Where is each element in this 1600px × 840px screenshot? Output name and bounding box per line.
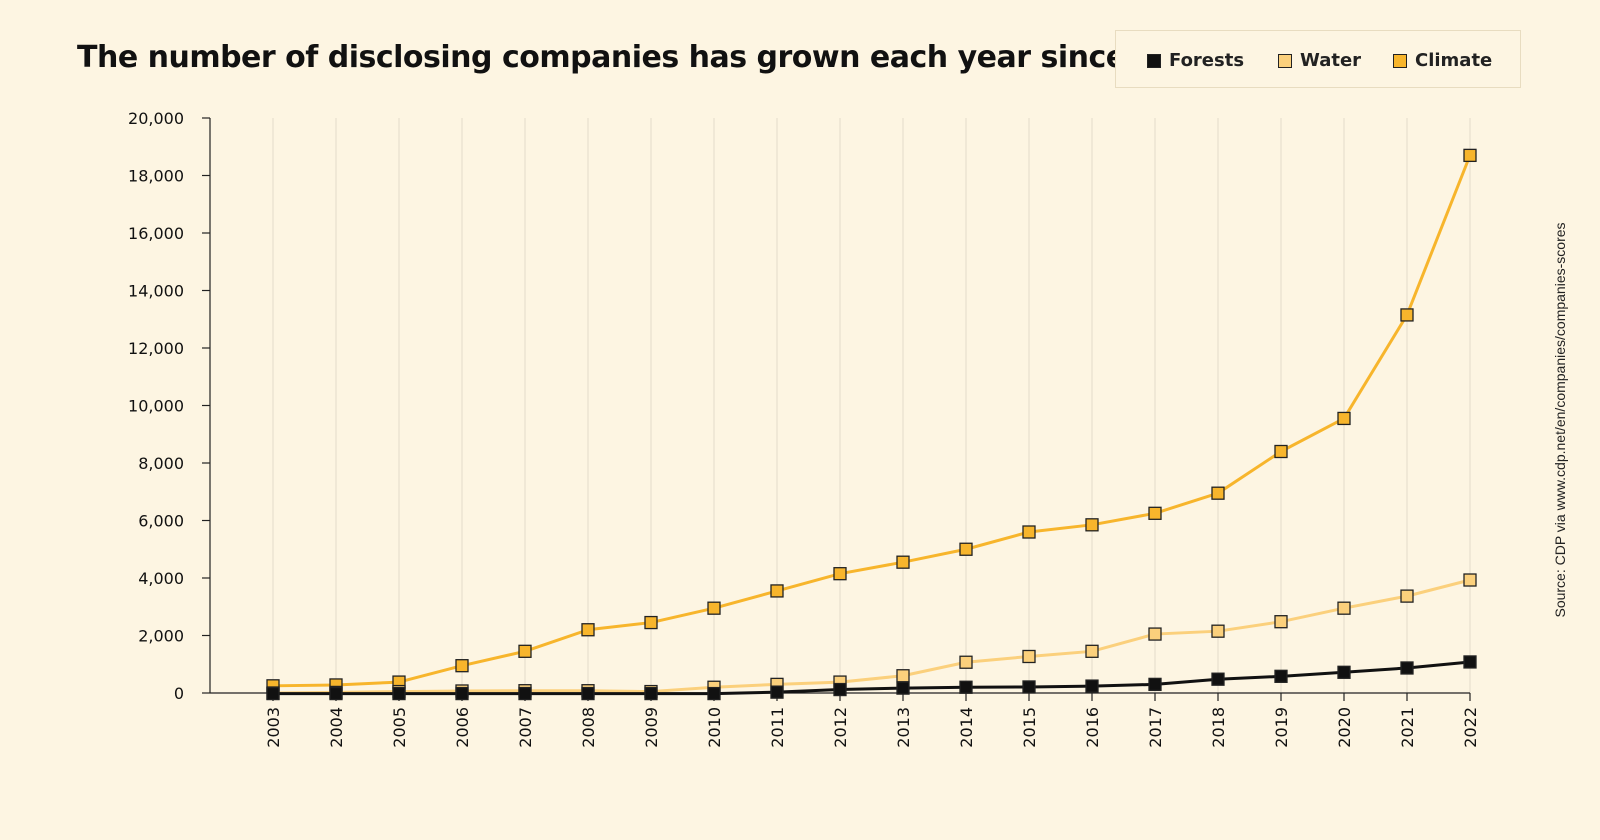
- legend-label-forests: Forests: [1169, 50, 1245, 71]
- data-point-forests-2008: [581, 686, 595, 701]
- legend-swatch-forests: [1147, 53, 1161, 68]
- data-point-climate-2012: [833, 567, 847, 581]
- data-point-climate-2018: [1211, 486, 1225, 500]
- data-point-forests-2007: [518, 686, 532, 701]
- data-point-forests-2018: [1211, 672, 1225, 686]
- data-point-climate-2015: [1022, 525, 1036, 539]
- data-point-climate-2021: [1400, 308, 1414, 322]
- y-tick-label: 18,000: [128, 167, 184, 186]
- x-tick-label: 2007: [516, 707, 535, 748]
- data-point-forests-2013: [896, 681, 910, 695]
- x-tick-label: 2013: [894, 707, 913, 748]
- legend-item-forests: Forests: [1147, 50, 1244, 71]
- data-point-forests-2017: [1148, 677, 1162, 692]
- data-point-climate-2008: [581, 623, 595, 637]
- y-tick-label: 20,000: [128, 109, 184, 128]
- data-point-water-2020: [1337, 601, 1351, 615]
- x-tick-label: 2021: [1398, 707, 1417, 748]
- data-point-climate-2014: [959, 542, 973, 556]
- data-point-forests-2021: [1400, 661, 1414, 675]
- x-tick-label: 2012: [831, 707, 850, 748]
- data-point-climate-2009: [644, 615, 658, 630]
- data-point-forests-2004: [329, 686, 343, 701]
- data-point-climate-2007: [518, 644, 532, 658]
- series-line-forests: [273, 660, 1471, 696]
- x-tick-label: 2022: [1461, 707, 1480, 748]
- data-point-forests-2019: [1274, 669, 1288, 683]
- data-point-climate-2006: [455, 659, 469, 673]
- x-tick-label: 2005: [390, 707, 409, 748]
- legend-item-water: Water: [1278, 50, 1361, 71]
- data-point-forests-2005: [392, 686, 406, 701]
- data-point-forests-2006: [455, 686, 469, 701]
- y-tick-label: 6,000: [138, 512, 184, 531]
- y-tick-label: 4,000: [138, 569, 184, 588]
- x-tick-label: 2016: [1083, 707, 1102, 748]
- chart-title: The number of disclosing companies has g…: [77, 40, 1228, 75]
- y-tick-label: 8,000: [138, 454, 184, 473]
- x-tick-label: 2019: [1272, 707, 1291, 748]
- y-tick-label: 16,000: [128, 224, 184, 243]
- data-point-climate-2017: [1148, 506, 1162, 520]
- y-tick-label: 0: [174, 684, 184, 703]
- data-point-water-2021: [1400, 589, 1414, 603]
- data-point-climate-2013: [896, 555, 910, 569]
- data-point-climate-2010: [707, 601, 721, 615]
- x-tick-label: 2014: [957, 707, 976, 748]
- data-point-forests-2022: [1463, 655, 1477, 669]
- x-tick-label: 2020: [1335, 707, 1354, 748]
- legend: Forests Water Climate: [1115, 30, 1521, 88]
- legend-label-water: Water: [1300, 50, 1362, 71]
- data-point-forests-2011: [770, 685, 784, 699]
- data-point-forests-2009: [644, 686, 658, 701]
- x-tick-label: 2017: [1146, 707, 1165, 748]
- x-tick-label: 2004: [327, 707, 346, 748]
- data-point-climate-2022: [1463, 148, 1477, 163]
- x-tick-label: 2015: [1020, 707, 1039, 748]
- x-tick-label: 2008: [579, 707, 598, 748]
- legend-swatch-water: [1278, 53, 1292, 68]
- data-point-forests-2020: [1337, 665, 1351, 679]
- data-point-water-2015: [1022, 649, 1036, 664]
- data-point-forests-2003: [266, 686, 280, 701]
- data-point-climate-2020: [1337, 411, 1351, 426]
- legend-item-climate: Climate: [1393, 50, 1492, 71]
- x-tick-label: 2006: [453, 707, 472, 748]
- data-point-water-2019: [1274, 615, 1288, 629]
- source-note: Source: CDP via www.cdp.net/en/companies…: [1552, 222, 1568, 618]
- y-tick-label: 14,000: [128, 282, 184, 301]
- data-point-forests-2012: [833, 682, 847, 697]
- data-point-water-2017: [1148, 627, 1162, 641]
- data-point-climate-2016: [1085, 518, 1099, 532]
- data-point-water-2018: [1211, 624, 1225, 638]
- data-point-forests-2010: [707, 686, 721, 701]
- data-point-forests-2014: [959, 680, 973, 694]
- x-tick-label: 2018: [1209, 707, 1228, 748]
- x-tick-label: 2011: [768, 707, 787, 748]
- data-point-forests-2015: [1022, 680, 1036, 694]
- data-point-climate-2019: [1274, 444, 1288, 459]
- x-tick-label: 2003: [264, 707, 283, 748]
- series-line-climate: [272, 154, 1472, 688]
- x-tick-label: 2009: [642, 707, 661, 748]
- data-point-climate-2011: [770, 584, 784, 598]
- x-tick-label: 2010: [705, 707, 724, 748]
- data-point-water-2014: [959, 655, 973, 669]
- series-line-water: [272, 578, 1471, 695]
- data-point-water-2016: [1085, 644, 1099, 658]
- data-point-forests-2016: [1085, 679, 1099, 693]
- legend-label-climate: Climate: [1415, 50, 1493, 71]
- data-point-water-2022: [1463, 573, 1477, 587]
- legend-swatch-climate: [1393, 53, 1407, 68]
- y-tick-label: 12,000: [128, 339, 184, 358]
- data-point-water-2013: [896, 669, 910, 683]
- y-tick-label: 10,000: [128, 397, 184, 416]
- y-tick-label: 2,000: [138, 627, 184, 646]
